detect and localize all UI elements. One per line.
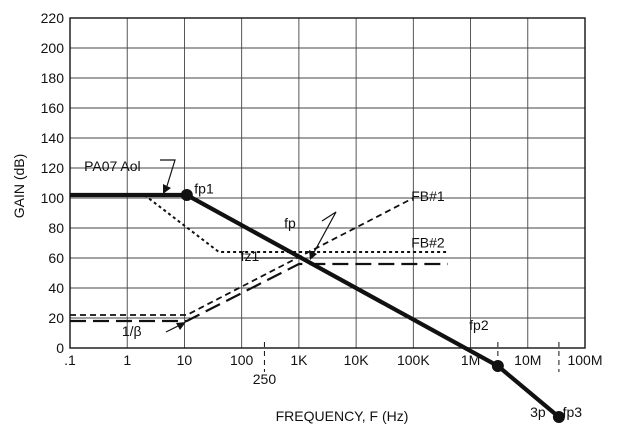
y-axis-label: GAIN (dB): [11, 154, 27, 219]
annotation-label: FB#2: [411, 235, 445, 251]
annotation-label: fp3: [563, 404, 583, 420]
annotation-label: 3p: [530, 404, 546, 420]
annotation-label: 1/β: [122, 323, 142, 339]
annotation-label: fp1: [194, 181, 214, 197]
y-tick-label: 60: [48, 250, 64, 266]
y-tick-label: 220: [41, 10, 65, 26]
series: [70, 192, 561, 419]
grid: [70, 18, 585, 348]
y-tick-label: 140: [41, 130, 65, 146]
annotations: PA07 Aol fp1 fp FB#1 FB#2 fz1 1/β 250 fp2 3p fp3: [84, 158, 582, 420]
series-line: [70, 192, 561, 419]
x-tick-label: 10: [177, 352, 193, 368]
annotation-label: 250: [253, 371, 277, 387]
pole-marker: [552, 411, 565, 423]
y-tick-label: 160: [41, 100, 65, 116]
aol-arrowhead: [163, 184, 171, 194]
annotation-label: fz1: [241, 248, 260, 264]
tick-labels: .1 1 10 100 1K 10K 100K 1M 10M 100M02040608010012…: [41, 10, 603, 368]
x-tick-label: 10K: [344, 352, 370, 368]
series-line: [70, 262, 448, 323]
y-tick-label: 40: [48, 280, 64, 296]
y-tick-label: 0: [56, 340, 64, 356]
y-tick-label: 180: [41, 70, 65, 86]
annotation-label: FB#1: [411, 188, 445, 204]
x-tick-label: .1: [64, 352, 76, 368]
y-tick-label: 100: [41, 190, 65, 206]
fp-leader-line: [311, 211, 337, 257]
y-tick-label: 20: [48, 310, 64, 326]
series-line: [143, 194, 448, 253]
x-tick-label: 100M: [567, 352, 602, 368]
plot-frame: [69, 17, 586, 349]
annotation-label: fp2: [469, 317, 489, 333]
aol-leader-line: [160, 159, 176, 187]
x-axis-label: FREQUENCY, F (Hz): [276, 408, 409, 424]
y-tick-label: 200: [41, 40, 65, 56]
fp-arrowhead: [309, 250, 317, 260]
x-tick-label: 100K: [397, 352, 430, 368]
y-tick-label: 120: [41, 160, 65, 176]
x-tick-label: 10M: [514, 352, 541, 368]
beta-arrowhead: [176, 322, 186, 330]
x-tick-label: 100: [230, 352, 254, 368]
markers: [180, 189, 565, 423]
annotation-label: fp: [284, 215, 296, 231]
x-tick-label: 1: [123, 352, 131, 368]
pole-marker: [180, 189, 193, 201]
y-tick-label: 80: [48, 220, 64, 236]
pole-marker: [491, 360, 504, 372]
annotation-label: PA07 Aol: [84, 158, 141, 174]
x-tick-label: 1K: [290, 352, 308, 368]
